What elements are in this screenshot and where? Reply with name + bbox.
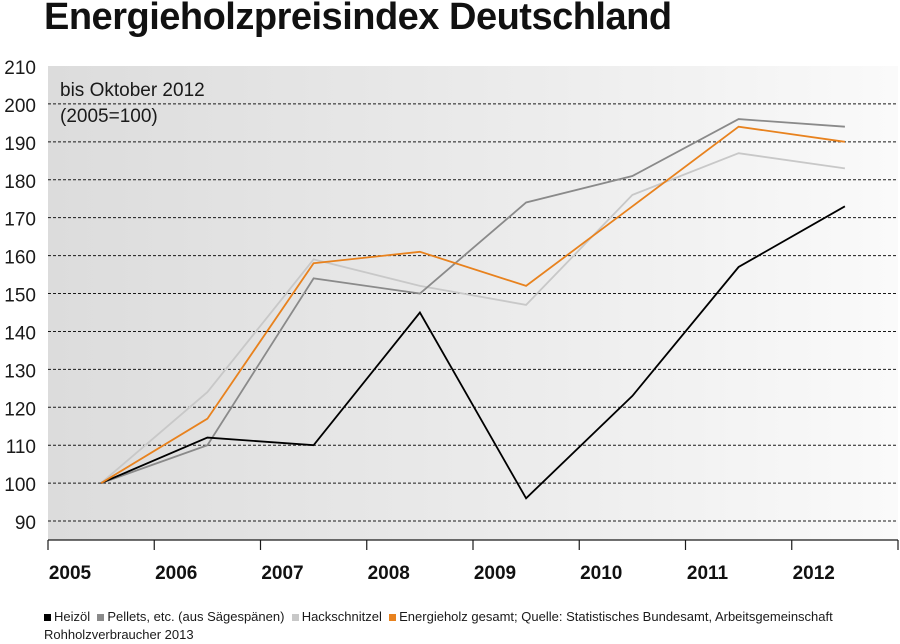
- x-tick-label: 2008: [368, 563, 410, 584]
- plot-area: [48, 66, 898, 540]
- y-tick-label: 150: [4, 286, 36, 307]
- series-line-1: [100, 118, 845, 484]
- chart-subtitle-line-2: (2005=100): [60, 106, 158, 127]
- series-line-0: [100, 205, 846, 500]
- y-tick-label: 160: [4, 248, 36, 269]
- y-tick-label: 100: [4, 475, 36, 496]
- y-tick-label: 170: [4, 210, 36, 231]
- legend-swatch-hackschnitzel: [291, 613, 299, 621]
- legend-label-heizoel: Heizöl: [54, 609, 91, 624]
- y-tick-label: 210: [4, 58, 36, 79]
- source-note: Quelle: Statistisches Bundesamt, Arbeits…: [44, 609, 833, 642]
- chart-subtitle-line-1: bis Oktober 2012: [60, 80, 205, 101]
- line-chart: 90 100 110 120 130 140 150 160 170 180 190 200 210 20…: [4, 58, 899, 584]
- y-tick-label: 140: [4, 323, 36, 344]
- legend-item-hackschnitzel: Hackschnitzel: [288, 609, 382, 624]
- y-tick-label: 130: [4, 361, 36, 382]
- legend-swatch-pellets: [97, 613, 105, 621]
- y-tick-label: 180: [4, 172, 36, 193]
- x-tick-label: 2009: [474, 563, 516, 584]
- x-tick-label: 2006: [155, 563, 197, 584]
- legend: Heizöl Pellets, etc. (aus Sägespänen) Ha…: [44, 608, 894, 644]
- x-tick-label: 2005: [49, 563, 92, 584]
- y-tick-label: 190: [4, 134, 36, 155]
- legend-item-energieholz: Energieholz gesamt;: [386, 609, 518, 624]
- series-line-2: [100, 152, 846, 484]
- x-tick-label: 2007: [261, 563, 303, 584]
- legend-swatch-heizoel: [44, 613, 51, 621]
- y-tick-label: 110: [6, 437, 36, 458]
- y-tick-label: 120: [4, 399, 36, 420]
- legend-swatch-energieholz: [389, 613, 397, 621]
- legend-label-pellets: Pellets, etc. (aus Sägespänen): [107, 609, 285, 624]
- series-line-3: [100, 125, 846, 484]
- y-tick-label: 200: [4, 96, 36, 117]
- x-tick-label: 2010: [580, 563, 622, 584]
- legend-label-energieholz: Energieholz gesamt: [399, 609, 515, 624]
- x-tick-label: 2012: [793, 563, 835, 584]
- legend-item-heizoel: Heizöl: [44, 609, 90, 624]
- y-tick-label: 90: [15, 513, 36, 534]
- legend-label-hackschnitzel: Hackschnitzel: [301, 609, 382, 624]
- legend-item-pellets: Pellets, etc. (aus Sägespänen): [94, 609, 285, 624]
- chart-title: Energieholzpreisindex Deutschland: [44, 0, 672, 38]
- x-tick-label: 2011: [687, 563, 729, 584]
